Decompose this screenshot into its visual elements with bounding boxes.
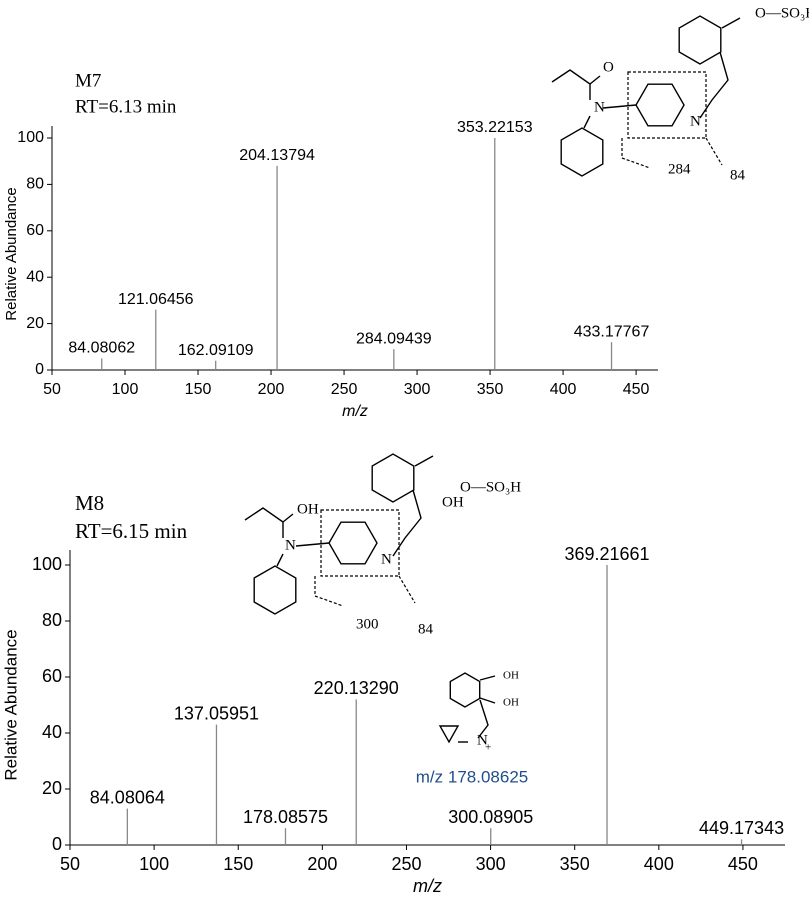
peak-label: 84.08062 [68,340,135,357]
x-tick-label: 400 [644,854,674,874]
chart-subtitle: RT=6.13 min [75,96,177,117]
structure-bond [479,675,496,681]
y-axis-label: Relative Abundance [3,187,20,320]
x-tick-label: 100 [112,381,139,398]
peak-label: 84.08064 [90,787,165,807]
y-tick-label: 40 [26,268,44,285]
chart-subtitle: RT=6.15 min [75,519,188,543]
structure-bond [551,69,591,100]
structure-bond [244,507,284,538]
peak-label: 353.22153 [457,119,533,136]
annotation: 84 [730,167,746,183]
annotation: OH [442,494,464,510]
x-tick-label: 300 [476,854,506,874]
structure-box [320,509,400,577]
annotation: N [285,537,296,553]
x-tick-label: 150 [223,854,253,874]
annotation: N [594,99,605,115]
x-tick-label: 450 [623,381,650,398]
y-tick-label: 40 [42,722,62,742]
y-tick-label: 100 [32,554,62,574]
structure-bond [477,699,489,739]
x-tick-label: 250 [331,381,358,398]
annotation: OH [503,697,519,709]
x-axis-label: m/z [413,876,442,896]
structure-ring [438,725,460,744]
peak-label: 121.06456 [118,291,194,308]
annotation: O—SO₃H [460,479,521,495]
peak-label: 433.17767 [574,323,650,340]
structure-bond [295,542,330,547]
structure-bond [583,115,591,129]
peak-label: 369.21661 [564,544,649,564]
x-tick-label: 100 [139,854,169,874]
structure-bond [721,17,741,29]
chart-title: M8 [75,491,104,515]
y-tick-label: 0 [35,361,44,378]
structure-ring [635,83,685,127]
y-tick-label: 20 [26,315,44,332]
peak-label: 220.13290 [314,678,399,698]
x-tick-label: 250 [391,854,421,874]
x-tick-label: 400 [550,381,577,398]
y-tick-label: 100 [17,129,44,146]
structure-bond [276,553,284,567]
structure-bond [414,455,434,467]
structure-bond [589,75,601,85]
annotation: 300 [356,616,379,632]
structure-bond [398,575,416,604]
structure-bond [314,576,344,607]
peak-label: 162.09109 [178,342,254,359]
x-tick-label: 350 [477,381,504,398]
annotation: m/z 178.08625 [416,767,528,786]
y-tick-label: 60 [42,666,62,686]
y-axis-label: Relative Abundance [1,629,20,780]
annotation: 84 [418,621,434,637]
x-tick-label: 150 [185,381,212,398]
annotation: OH [503,670,519,682]
annotation: O [603,59,614,75]
annotation: N [381,551,392,567]
x-tick-label: 200 [258,381,285,398]
x-axis-label: m/z [342,403,368,420]
structure-box [627,71,707,139]
x-tick-label: 200 [307,854,337,874]
peak-label: 284.09439 [356,330,432,347]
y-tick-label: 0 [52,834,62,854]
structure-bond [705,137,723,166]
x-tick-label: 450 [728,854,758,874]
peak-label: 178.08575 [243,807,328,827]
structure-ring [678,15,722,65]
annotation: N [690,113,701,129]
y-tick-label: 80 [42,610,62,630]
structure-ring [371,453,415,503]
structure-bond [479,697,496,704]
structure-bond [282,513,294,523]
annotation: 284 [668,161,691,177]
annotation: + [485,742,491,754]
structure-ring [253,565,297,615]
x-tick-label: 50 [60,854,80,874]
structure-ring [328,521,378,565]
y-tick-label: 20 [42,778,62,798]
y-tick-label: 80 [26,176,44,193]
x-tick-label: 350 [560,854,590,874]
peak-label: 204.13794 [239,147,315,164]
annotation: N [477,732,488,748]
annotation: OH [297,501,319,517]
peak-label: 300.08905 [448,807,533,827]
x-tick-label: 300 [404,381,431,398]
structure-ring [560,127,604,177]
structure-bond [621,138,651,169]
peak-label: 137.05951 [174,703,259,723]
y-tick-label: 60 [26,222,44,239]
x-tick-label: 50 [43,381,61,398]
structure-bond [602,104,637,109]
chart-title: M7 [75,70,101,91]
annotation: O—SO₃H [755,5,809,21]
peak-label: 449.17343 [699,818,784,838]
structure-ring [449,672,481,708]
